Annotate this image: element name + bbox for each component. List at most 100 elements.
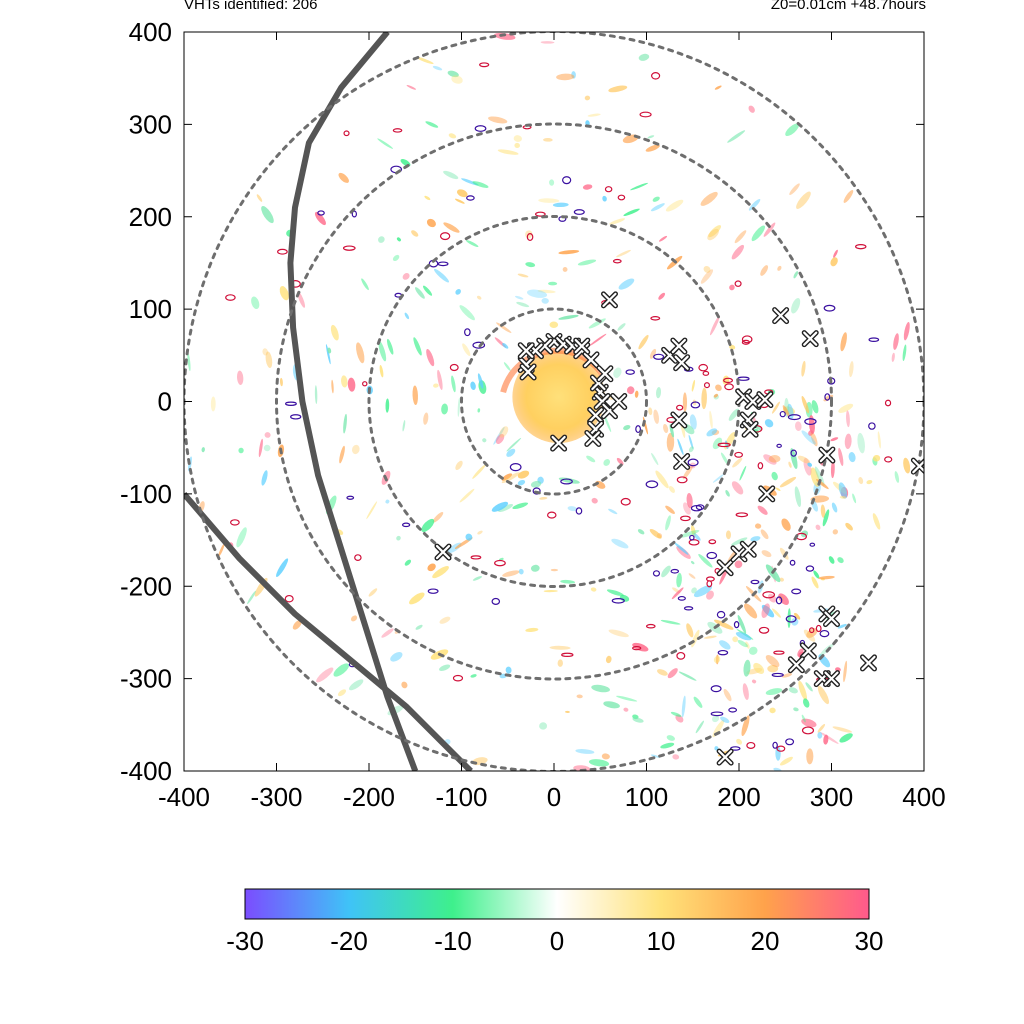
field-blob [589,333,607,346]
y-tick-label: -200 [120,571,172,601]
field-blob [737,614,747,634]
field-blob [866,479,873,485]
field-blob [893,333,899,350]
field-blob [891,352,895,362]
field-blob [514,142,520,149]
field-blob [700,269,714,284]
field-blob [603,414,612,433]
contour-loop [683,606,694,611]
field-blob [292,620,302,630]
contour-loop [884,399,892,407]
field-blob [609,218,626,225]
field-blob [617,323,626,331]
field-blob [681,695,686,718]
field-blob [265,351,273,369]
field-blob [443,222,460,233]
field-blob [677,438,684,455]
field-blob [477,530,483,535]
field-blob [830,460,835,479]
contour-loop [427,588,439,594]
field-blob [616,249,631,258]
field-blob [810,431,818,447]
contour-loop [526,233,534,241]
contour-loop [449,363,459,372]
field-blob [459,305,475,321]
field-blob [396,237,401,242]
field-blob [785,123,799,137]
field-blob [549,179,555,186]
contour-loop [695,504,705,511]
field-blob [476,295,482,300]
field-blob [591,497,598,504]
field-blob [731,481,744,495]
vht-marker [756,391,774,409]
field-blob [314,211,326,226]
field-blob [753,662,765,674]
field-blob [661,565,671,578]
field-blob [552,202,569,208]
field-blob [423,412,429,425]
field-blob [894,471,900,483]
field-blob [256,194,263,202]
contour-loop [733,621,740,629]
field-blob [477,408,481,413]
field-blob [314,385,318,404]
field-blob [725,530,732,540]
field-blob [791,297,801,314]
field-blob [707,228,719,241]
field-blob [796,191,811,209]
field-blob [498,504,514,512]
field-blob [264,432,271,438]
field-blob [837,623,847,629]
vht-marker [758,485,776,503]
field-blob [843,660,848,683]
field-blob [347,377,356,392]
field-blob [627,386,635,395]
field-blob [556,73,575,81]
field-blob [425,121,439,128]
field-blob [443,170,459,180]
field-blob [760,265,769,276]
field-blob [638,53,650,61]
contour-loop [809,627,815,634]
contour-loop [772,741,778,749]
coastline [287,32,419,771]
field-blob [517,470,530,479]
field-blob [691,587,697,594]
field-blob [682,465,693,480]
field-blob [526,289,548,298]
field-blob [729,284,735,291]
contour-loop [702,370,710,376]
field-blob [779,577,784,582]
field-blob [775,487,781,491]
field-blob [787,608,791,629]
contour-loop [819,629,830,638]
field-blob [725,490,730,497]
field-blob [432,65,443,71]
field-blob [623,425,631,431]
field-blob [656,386,662,399]
field-blob [815,524,821,531]
field-blob [396,535,401,541]
contour-loop [706,580,713,588]
field-blob [638,334,649,350]
field-blob [623,208,640,216]
field-blob [525,627,539,633]
contour-loop [791,588,802,595]
field-blob [731,244,744,260]
field-blob [781,673,793,678]
contour-loop [650,316,661,321]
range-ring [460,307,648,496]
colorbar-tick-label: -20 [330,926,368,956]
vht-marker [772,307,790,325]
contour-loop [354,554,362,561]
contour-loop [706,551,718,560]
field-blob [448,133,457,139]
field-blob [649,348,657,359]
contour-loop [758,626,770,634]
field-blob [459,488,475,503]
field-blob [748,105,755,113]
field-blob [833,249,838,258]
field-blob [613,367,622,378]
field-blob [708,225,722,238]
